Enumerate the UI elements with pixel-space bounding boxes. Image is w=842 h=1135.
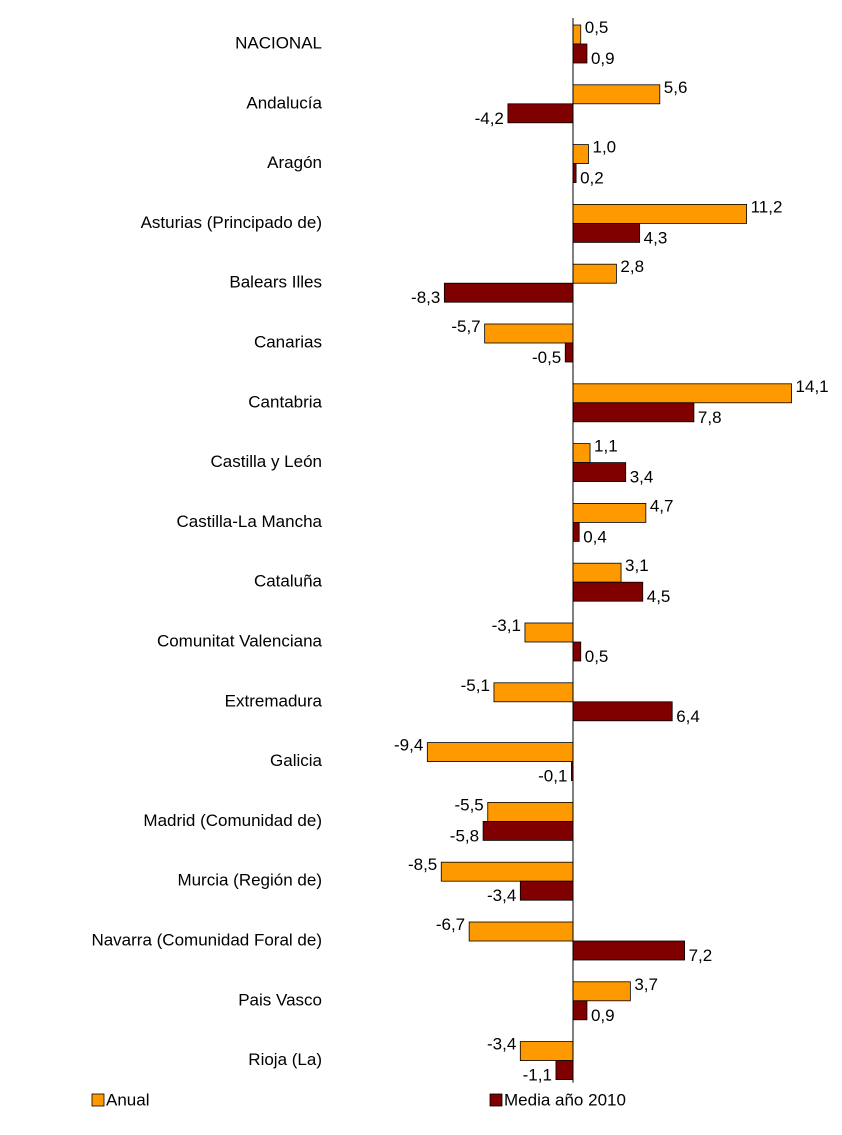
value-label: -3,4 bbox=[487, 886, 516, 905]
value-label: 14,1 bbox=[796, 377, 829, 396]
category-label: Aragón bbox=[267, 153, 322, 172]
category-label: Pais Vasco bbox=[238, 990, 322, 1009]
legend-swatch bbox=[91, 1093, 105, 1107]
category-label: Cataluña bbox=[254, 572, 323, 591]
value-label: 0,4 bbox=[583, 527, 607, 546]
value-label: 1,1 bbox=[594, 437, 618, 456]
category-label: Castilla y León bbox=[210, 452, 322, 471]
bar bbox=[572, 981, 631, 1002]
category-label: Galicia bbox=[270, 751, 323, 770]
legend-label: Anual bbox=[106, 1090, 149, 1109]
value-label: 0,5 bbox=[585, 647, 609, 666]
bar bbox=[572, 383, 792, 404]
value-label: -0,5 bbox=[532, 348, 561, 367]
value-label: 1,0 bbox=[593, 138, 617, 157]
bar bbox=[487, 802, 574, 822]
bar bbox=[426, 742, 574, 762]
category-label: Comunitat Valenciana bbox=[157, 631, 323, 650]
value-label: 4,5 bbox=[647, 587, 671, 606]
value-label: -8,3 bbox=[411, 288, 440, 307]
category-label: Asturias (Principado de) bbox=[141, 213, 322, 232]
value-label: 7,2 bbox=[689, 946, 713, 965]
value-label: 6,4 bbox=[676, 707, 700, 726]
legend-label: Media año 2010 bbox=[504, 1090, 626, 1109]
bar bbox=[572, 443, 591, 464]
bar bbox=[519, 1041, 574, 1061]
bar bbox=[572, 522, 580, 542]
bar bbox=[572, 940, 685, 961]
value-label: -5,7 bbox=[451, 317, 480, 336]
bar bbox=[468, 921, 574, 942]
bar bbox=[572, 222, 641, 243]
value-label: -1,1 bbox=[523, 1066, 552, 1085]
category-label: NACIONAL bbox=[235, 33, 322, 52]
bar bbox=[564, 342, 574, 363]
bar bbox=[572, 562, 622, 583]
bar bbox=[484, 323, 574, 344]
bar bbox=[572, 581, 644, 602]
bar bbox=[443, 282, 574, 303]
bar bbox=[572, 24, 582, 45]
value-label: 5,6 bbox=[664, 78, 688, 97]
category-label: Navarra (Comunidad Foral de) bbox=[91, 930, 322, 949]
legend-swatch bbox=[489, 1093, 503, 1107]
category-label: Castilla-La Mancha bbox=[176, 512, 322, 531]
value-label: -5,1 bbox=[461, 676, 490, 695]
bar bbox=[572, 144, 589, 165]
value-label: 3,7 bbox=[634, 975, 658, 994]
value-label: -3,4 bbox=[487, 1035, 516, 1054]
value-label: -4,2 bbox=[475, 109, 504, 128]
value-label: -8,5 bbox=[408, 855, 437, 874]
bar bbox=[572, 263, 617, 284]
value-label: -5,8 bbox=[450, 826, 479, 845]
value-label: 2,8 bbox=[620, 257, 644, 276]
bar bbox=[572, 462, 627, 483]
value-label: 0,9 bbox=[591, 49, 615, 68]
value-label: -6,7 bbox=[436, 915, 465, 934]
category-label: Andalucía bbox=[246, 93, 322, 112]
bar bbox=[507, 103, 574, 124]
value-label: 3,1 bbox=[625, 556, 649, 575]
bar bbox=[572, 502, 647, 523]
bar bbox=[519, 880, 574, 901]
bar bbox=[572, 43, 588, 64]
bar bbox=[572, 203, 748, 224]
bar bbox=[572, 701, 673, 722]
category-label: Murcia (Región de) bbox=[177, 871, 322, 890]
bar bbox=[572, 641, 582, 662]
value-label: 4,7 bbox=[650, 496, 674, 515]
value-label: 0,9 bbox=[591, 1006, 615, 1025]
category-label: Cantabria bbox=[248, 392, 322, 411]
category-label: Rioja (La) bbox=[248, 1050, 322, 1069]
value-label: 11,2 bbox=[751, 197, 783, 216]
value-label: 0,2 bbox=[580, 169, 604, 188]
value-label: -3,1 bbox=[492, 616, 521, 635]
bar bbox=[440, 861, 574, 882]
bar bbox=[493, 682, 574, 703]
value-label: 4,3 bbox=[644, 228, 668, 247]
value-label: -5,5 bbox=[454, 795, 483, 814]
category-label: Extremadura bbox=[225, 691, 323, 710]
bar bbox=[572, 402, 695, 423]
value-label: 7,8 bbox=[698, 408, 722, 427]
category-label: Madrid (Comunidad de) bbox=[143, 811, 322, 830]
bar bbox=[555, 1060, 574, 1080]
bar bbox=[572, 84, 661, 105]
category-label: Balears Illes bbox=[229, 273, 322, 292]
value-label: -9,4 bbox=[394, 736, 423, 755]
bar bbox=[524, 622, 574, 643]
value-label: -0,1 bbox=[538, 767, 567, 786]
value-label: 3,4 bbox=[630, 468, 654, 487]
value-label: 0,5 bbox=[585, 18, 609, 37]
bar bbox=[572, 1000, 588, 1021]
category-label: Canarias bbox=[254, 332, 322, 351]
bar bbox=[482, 821, 574, 841]
